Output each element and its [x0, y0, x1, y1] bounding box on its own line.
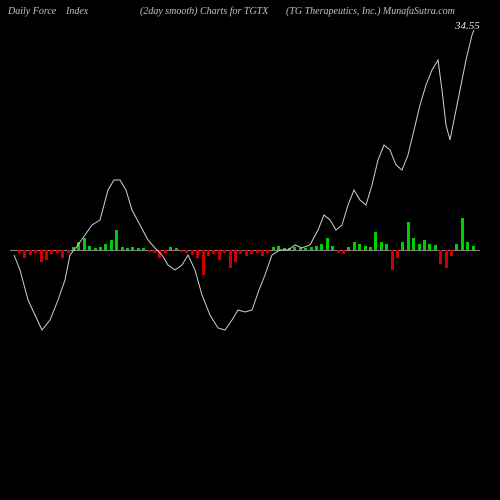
- chart-header: Daily Force Index (2day smooth) Charts f…: [0, 6, 500, 22]
- price-line-svg: [10, 30, 480, 490]
- current-price-label: 34.55: [455, 20, 480, 32]
- title-part-1: Daily Force: [8, 6, 56, 17]
- company-source: (TG Therapeutics, Inc.) MunafaSutra.com: [286, 6, 455, 17]
- subtitle: (2day smooth) Charts for TGTX: [140, 6, 268, 17]
- force-index-chart: [10, 30, 480, 490]
- price-line-path: [14, 30, 478, 330]
- title-part-2: Index: [66, 6, 88, 17]
